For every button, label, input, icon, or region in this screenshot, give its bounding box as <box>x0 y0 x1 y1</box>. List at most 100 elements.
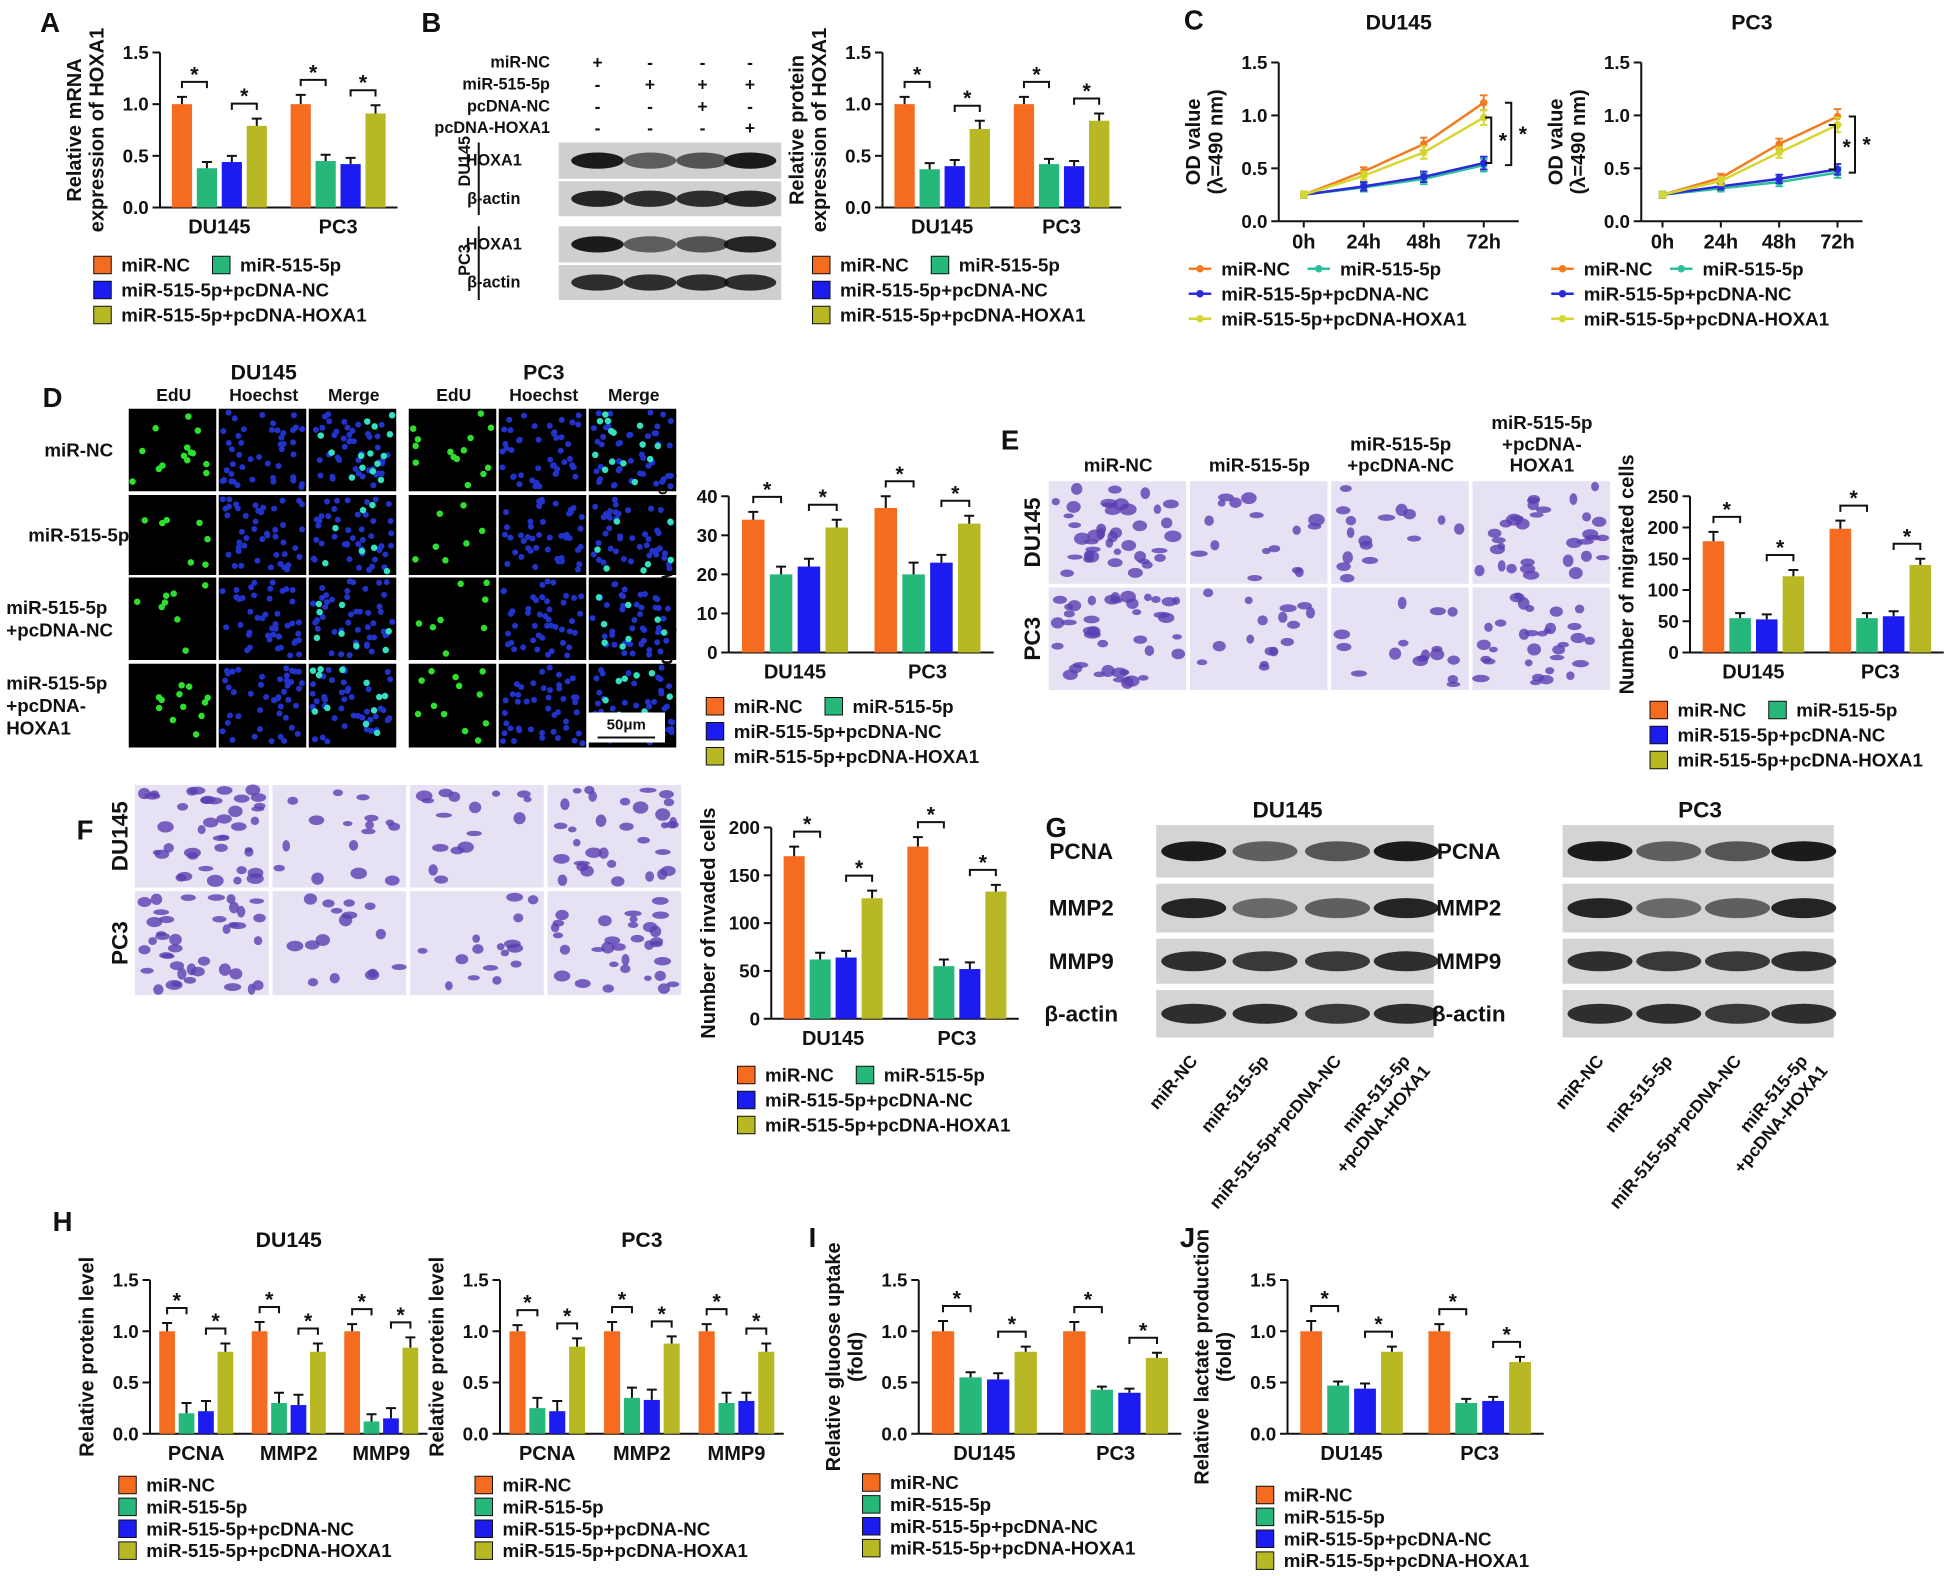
y-tick-label: 0.5 <box>113 1372 139 1393</box>
edu-cell <box>196 519 203 527</box>
cell <box>1210 540 1220 551</box>
cell <box>1050 617 1065 629</box>
nucleus <box>267 585 274 592</box>
edu-cell <box>380 452 388 460</box>
cell <box>1110 597 1123 604</box>
edu-cell <box>338 601 346 609</box>
treatment-sign: - <box>647 96 653 116</box>
nucleus <box>269 625 276 632</box>
significance-bracket <box>297 1327 319 1335</box>
nucleus <box>299 501 306 508</box>
nucleus <box>383 579 390 586</box>
nucleus <box>238 439 245 446</box>
treatment-sign: - <box>595 74 601 94</box>
bar <box>902 574 925 653</box>
cell <box>669 816 678 828</box>
legend-marker <box>1315 265 1323 273</box>
nucleus <box>544 546 551 553</box>
cell <box>236 905 246 918</box>
cell <box>1144 645 1155 656</box>
cell <box>595 814 607 827</box>
cell <box>249 898 265 904</box>
legend-swatch <box>862 1516 881 1536</box>
nucleus <box>372 713 379 720</box>
cell <box>348 839 359 851</box>
treatment-sign: + <box>697 74 707 94</box>
nucleus <box>251 579 258 586</box>
cell <box>1567 622 1582 631</box>
edu-cell <box>159 462 166 469</box>
legend-swatch <box>824 696 844 716</box>
error-bar <box>176 95 187 105</box>
cell <box>1397 596 1407 610</box>
nucleus <box>631 680 638 687</box>
legend-label: miR-515-5p+pcDNA-NC <box>734 721 942 742</box>
x-tick-label: DU145 <box>1320 1443 1382 1465</box>
edu-cell <box>315 671 323 679</box>
cell <box>1474 564 1485 577</box>
edu-cell <box>338 630 345 637</box>
nucleus <box>321 695 328 702</box>
nucleus <box>296 685 303 692</box>
edu-cell <box>487 424 495 431</box>
nucleus <box>532 483 539 490</box>
blot-band <box>676 236 729 253</box>
cell <box>1172 596 1181 605</box>
legend-label: miR-515-5p+pcDNA-HOXA1 <box>890 1538 1135 1559</box>
nucleus <box>521 412 528 419</box>
blot-band <box>1567 898 1633 919</box>
edu-cell <box>185 683 193 690</box>
blot-band <box>1305 898 1370 919</box>
legend-marker <box>1196 265 1204 273</box>
significance-label: * <box>309 60 318 84</box>
error-bar <box>721 1391 732 1403</box>
blot-band <box>1636 898 1702 919</box>
legend-label: miR-515-5p <box>1340 258 1441 279</box>
bar <box>933 966 955 1019</box>
stain-label: Hoechst <box>229 385 298 405</box>
nucleus <box>644 699 651 706</box>
y-tick-label: 0.0 <box>1241 211 1267 232</box>
edu-cell <box>636 422 644 429</box>
cell <box>455 954 469 965</box>
group-label: miR-515-5p <box>6 597 107 618</box>
significance-bracket <box>1364 1330 1393 1338</box>
edu-cell <box>179 703 187 711</box>
blot-band <box>571 274 624 291</box>
nucleus <box>621 650 628 657</box>
cell <box>572 787 582 794</box>
bar <box>944 166 965 208</box>
legend-label: miR-515-5p+pcDNA-HOXA1 <box>1284 1550 1529 1571</box>
bar <box>159 1331 175 1434</box>
cell <box>506 943 524 953</box>
error-bar <box>552 1399 563 1412</box>
edu-cell <box>309 667 317 674</box>
edu-cell <box>385 628 392 635</box>
x-tick-label: DU145 <box>188 216 250 238</box>
nucleus <box>289 586 296 593</box>
nucleus <box>272 526 279 533</box>
legend-marker <box>1558 315 1567 323</box>
cell <box>606 859 617 868</box>
bar <box>1856 618 1878 653</box>
nucleus <box>532 563 539 570</box>
nucleus <box>520 644 527 651</box>
y-tick-label: 1.5 <box>1250 1270 1276 1291</box>
cell <box>1538 675 1554 685</box>
edu-cell <box>479 668 486 675</box>
legend-swatch <box>1255 1507 1275 1527</box>
significance-label: * <box>1321 1287 1330 1311</box>
legend-label: miR-515-5p+pcDNA-HOXA1 <box>1678 750 1923 771</box>
y-tick-label: 0.5 <box>845 145 871 166</box>
y-tick-label: 0.5 <box>1250 1372 1276 1393</box>
nucleus <box>550 579 557 586</box>
nucleus <box>637 591 644 598</box>
nucleus <box>386 715 393 722</box>
nucleus <box>341 696 348 703</box>
bar <box>1063 1331 1086 1434</box>
cell <box>1336 562 1351 572</box>
protein-label: PCNA <box>1049 839 1113 864</box>
nucleus <box>531 423 538 430</box>
cell <box>1151 547 1168 554</box>
legend-swatch <box>930 255 950 275</box>
